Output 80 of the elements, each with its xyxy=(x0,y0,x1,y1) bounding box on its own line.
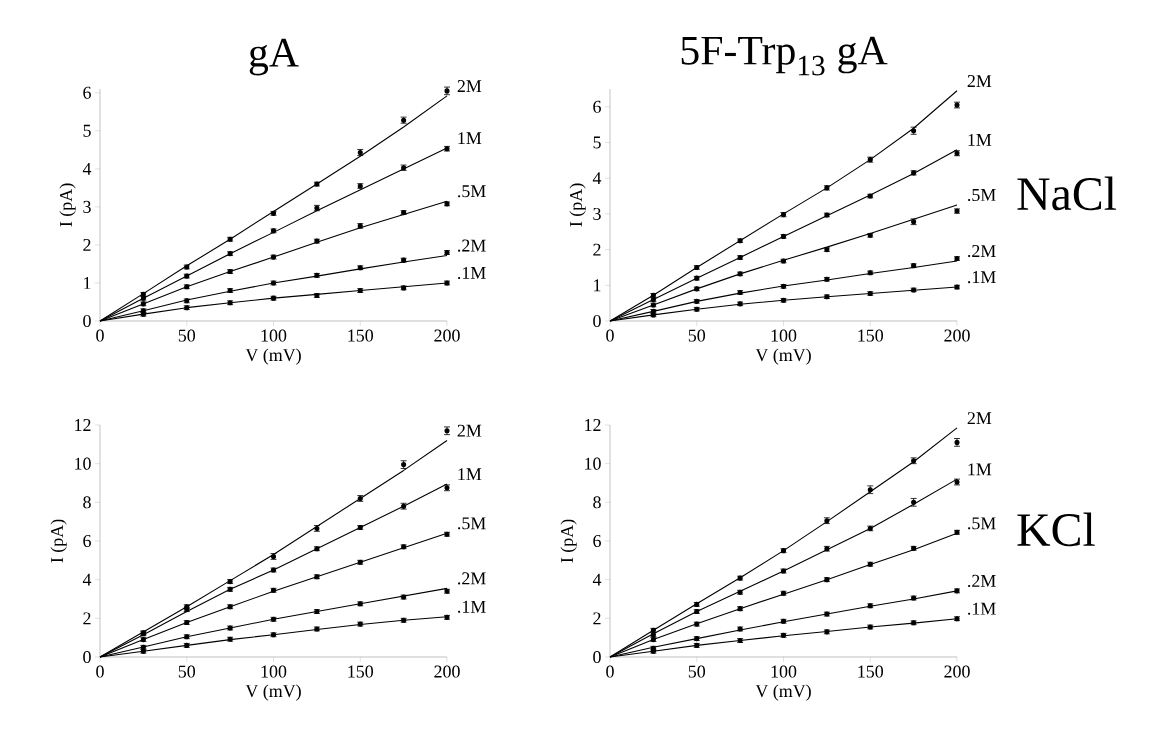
x-tick-label: 100 xyxy=(771,329,797,342)
y-tick-label: 2 xyxy=(83,238,91,251)
y-tick-label: 5 xyxy=(83,124,91,137)
x-tick-label: 150 xyxy=(858,665,884,678)
y-tick-label: 4 xyxy=(82,573,92,586)
x-axis-title: V (mV) xyxy=(755,684,811,701)
y-axis-title: I (pA) xyxy=(560,519,577,563)
y-tick-label: 0 xyxy=(593,650,601,664)
series-label: 2M xyxy=(967,412,992,425)
text: NaCl xyxy=(1017,176,1117,211)
series-label: .2M xyxy=(458,572,486,585)
series-label: .2M xyxy=(968,245,996,258)
y-tick-label: 0 xyxy=(83,650,91,664)
x-tick-label: 100 xyxy=(261,665,287,678)
series-label: .5M xyxy=(458,185,486,198)
y-tick-label: 6 xyxy=(83,534,91,548)
y-tick-label: 8 xyxy=(83,496,91,509)
y-tick-label: 3 xyxy=(83,200,91,213)
y-tick-label: 8 xyxy=(593,496,601,509)
y-tick-label: 4 xyxy=(592,573,602,586)
x-tick-label: 50 xyxy=(178,329,196,342)
x-tick-label: 50 xyxy=(178,665,196,678)
text: KCl xyxy=(1017,512,1095,547)
y-tick-label: 6 xyxy=(83,86,91,99)
series-label: .5M xyxy=(968,189,996,202)
x-tick-label: 150 xyxy=(348,329,374,342)
series-label: 2M xyxy=(967,75,992,87)
series-label: 2M xyxy=(457,424,482,437)
x-tick-label: 0 xyxy=(96,329,104,342)
y-tick-label: 0 xyxy=(83,314,91,328)
x-tick-label: 100 xyxy=(261,329,287,342)
x-tick-label: 0 xyxy=(606,329,614,342)
series-label: 1M xyxy=(458,132,482,145)
y-tick-label: 6 xyxy=(593,534,601,548)
chart-title: 5F-Trp$_{13}$ gA xyxy=(681,36,888,76)
series-label: .1M xyxy=(968,602,996,615)
series-label: 1M xyxy=(458,468,482,481)
x-axis-title: V (mV) xyxy=(245,348,301,365)
series-label: .2M xyxy=(458,239,486,252)
y-tick-label: 1 xyxy=(84,277,91,289)
x-tick-label: 50 xyxy=(688,329,706,342)
y-tick-label: 0 xyxy=(593,314,601,328)
series-label: 1M xyxy=(968,133,992,146)
y-axis-title: I (pA) xyxy=(50,519,67,563)
y-tick-label: 2 xyxy=(593,243,601,256)
y-tick-label: 3 xyxy=(593,207,601,220)
y-tick-label: 5 xyxy=(593,136,601,149)
x-tick-label: 50 xyxy=(688,665,706,678)
chart-title: gA xyxy=(249,38,299,76)
series-label: .1M xyxy=(458,266,486,280)
x-tick-label: 200 xyxy=(944,665,970,678)
x-tick-label: 100 xyxy=(771,665,797,678)
series-label: .5M xyxy=(968,517,996,530)
series-label: 1M xyxy=(968,463,992,476)
series-label: .2M xyxy=(968,574,996,587)
y-axis-title: I (pA) xyxy=(569,183,586,227)
x-tick-label: 150 xyxy=(348,665,374,678)
y-tick-label: 1 xyxy=(594,279,601,292)
y-tick-label: 4 xyxy=(82,162,92,175)
series-label: .1M xyxy=(458,600,486,613)
x-axis-title: V (mV) xyxy=(755,348,811,365)
series-label: 2M xyxy=(457,80,482,92)
y-tick-label: 10 xyxy=(75,457,91,470)
x-tick-label: 150 xyxy=(858,329,884,342)
y-tick-label: 10 xyxy=(585,457,601,470)
y-tick-label: 2 xyxy=(83,612,91,625)
series-label: .5M xyxy=(458,517,486,530)
y-tick-label: 6 xyxy=(593,100,601,113)
x-tick-label: 0 xyxy=(606,665,614,678)
y-tick-label: 12 xyxy=(585,419,601,431)
y-tick-label: 4 xyxy=(592,172,602,185)
series-label: .1M xyxy=(968,271,996,284)
x-tick-label: 200 xyxy=(434,329,460,342)
x-tick-label: 200 xyxy=(944,329,970,342)
x-axis-title: V (mV) xyxy=(245,684,301,701)
x-tick-label: 200 xyxy=(434,665,460,678)
x-tick-label: 0 xyxy=(96,665,104,678)
y-tick-label: 12 xyxy=(75,419,91,431)
y-axis-title: I (pA) xyxy=(59,183,76,227)
y-tick-label: 2 xyxy=(593,612,601,625)
